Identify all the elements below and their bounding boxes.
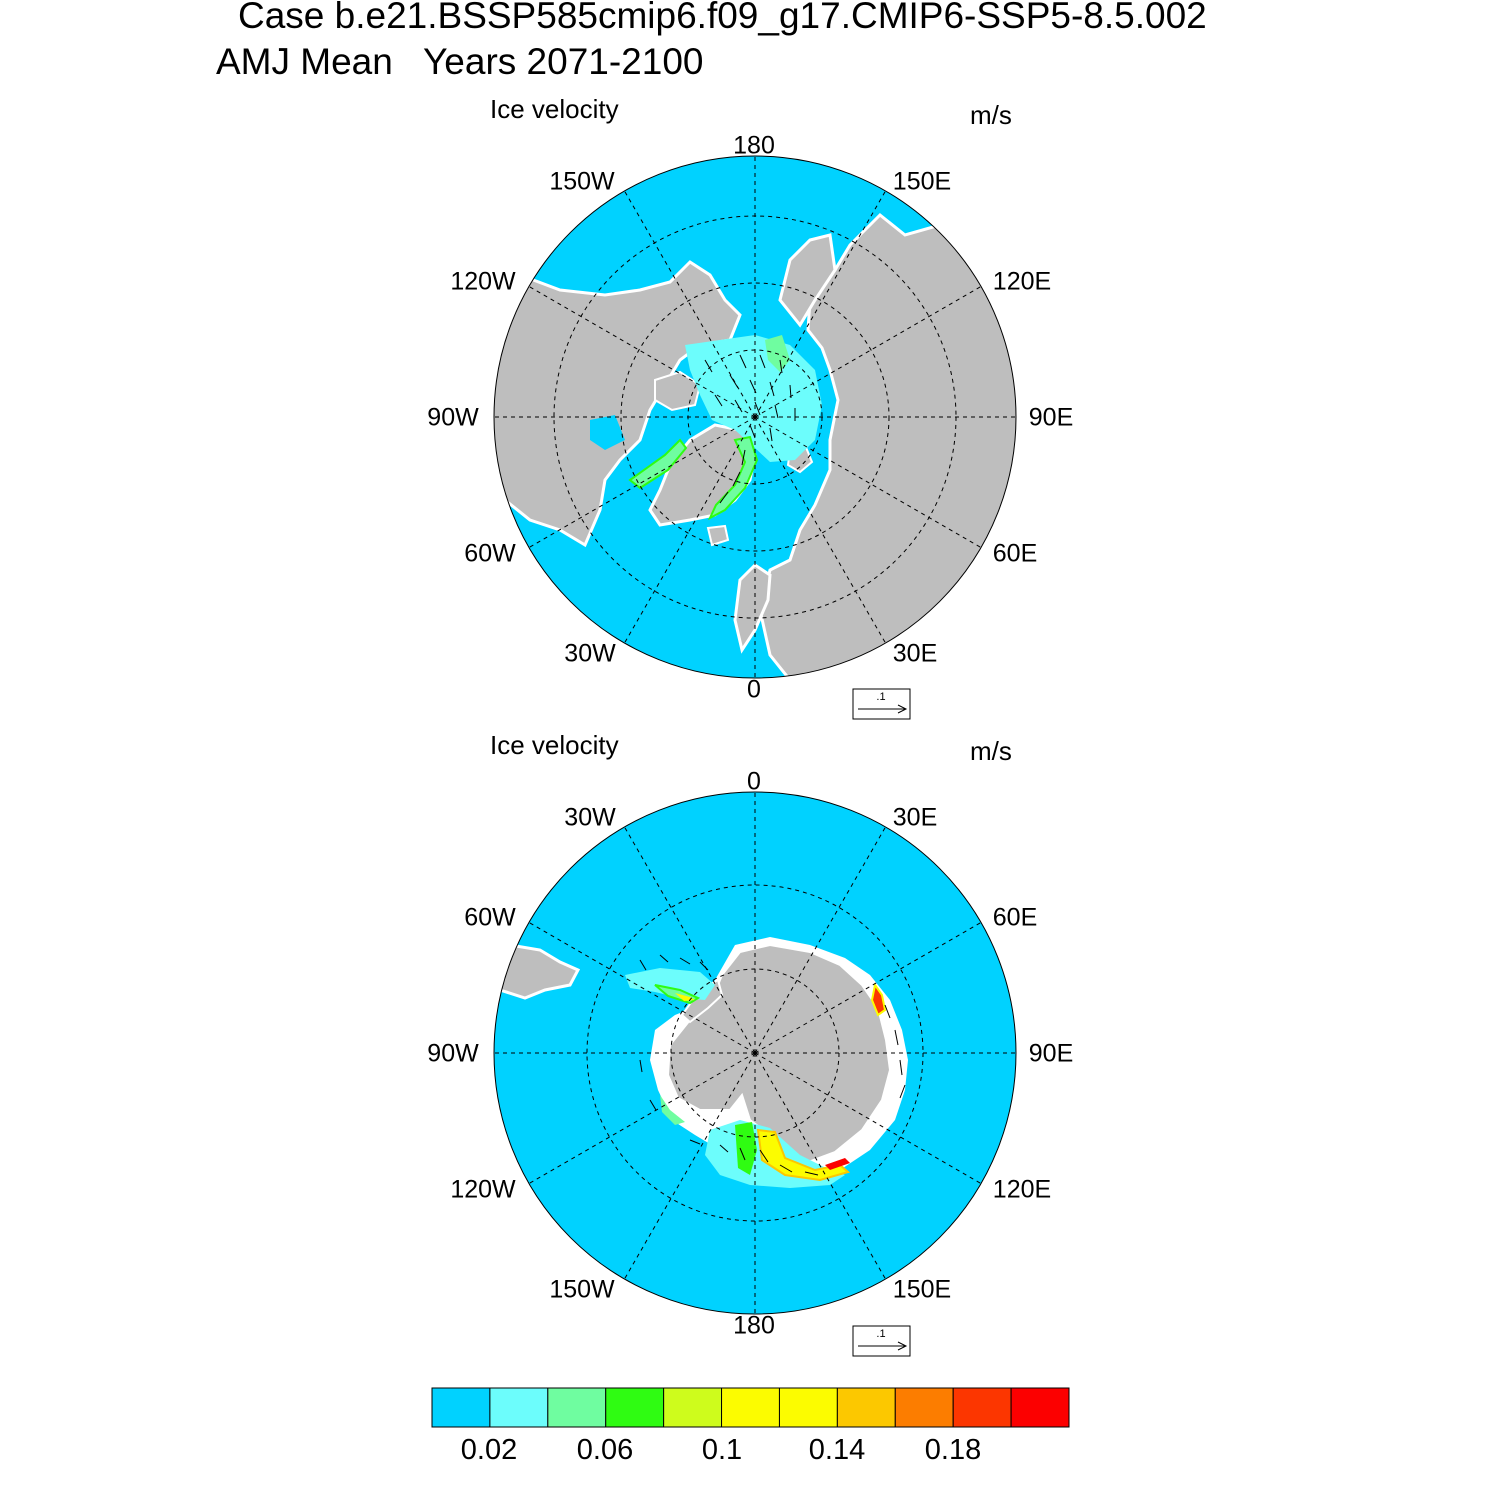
antarctic-lon-label-90w: 90W	[427, 1039, 479, 1068]
season-title: AMJ Mean Years 2071-2100	[216, 41, 704, 82]
colorbar-tick-label: 0.14	[808, 1434, 866, 1466]
antarctic-lon-label-90e: 90E	[1028, 1039, 1074, 1068]
colorbar-box	[431, 1387, 491, 1428]
colorbar-box	[489, 1387, 549, 1428]
antarctic-ref-vector-label: .1	[876, 1328, 886, 1340]
colorbar-box	[894, 1387, 954, 1428]
east-antarctic-ice-red	[870, 982, 887, 1017]
antarctic-map	[493, 791, 1017, 1357]
panel-1-variable-label: Ice velocity	[490, 94, 619, 124]
arctic-reference-vector	[852, 688, 911, 720]
arctic-sea-ice-velocity	[685, 335, 822, 462]
antarctic-lon-label-180: 180	[733, 1311, 775, 1340]
arctic-lon-label-150w: 150W	[549, 167, 615, 196]
colorbar	[431, 1387, 1070, 1428]
hudson-bay	[590, 415, 625, 450]
northeast-asia-land	[778, 233, 837, 328]
antarctic-reference-vector	[852, 1325, 911, 1357]
colorbar-tick-label: 0.06	[576, 1434, 634, 1466]
antarctic-lon-label-150e: 150E	[892, 1275, 952, 1304]
greenland-ice-stream-band	[707, 435, 759, 521]
arctic-lon-label-60e: 60E	[992, 539, 1038, 568]
antarctic-lon-label-60e: 60E	[992, 903, 1038, 932]
antarctic-peninsula	[680, 978, 724, 1024]
colorbar-box	[605, 1387, 665, 1428]
colorbar-box	[836, 1387, 896, 1428]
arctic-lon-label-90w: 90W	[427, 403, 479, 432]
colorbar-tick-label: 0.02	[460, 1434, 518, 1466]
baffin-ice-band	[628, 438, 688, 490]
iceland	[706, 524, 730, 547]
colorbar-box	[721, 1387, 780, 1428]
east-antarctic-ice-green	[660, 1095, 685, 1125]
colorbar-tick-label: 0.1	[701, 1434, 743, 1466]
canadian-archipelago	[654, 370, 702, 412]
arctic-lon-label-180: 180	[733, 131, 775, 160]
colorbar-box	[952, 1387, 1012, 1428]
antarctic-lon-label-30e: 30E	[892, 803, 938, 832]
ross-ice-yellow	[756, 1128, 851, 1182]
arctic-lon-label-150e: 150E	[892, 167, 952, 196]
arctic-ref-vector-label: .1	[876, 691, 886, 703]
arctic-lon-label-120w: 120W	[450, 267, 516, 296]
scandinavia	[733, 563, 772, 654]
weddell-fast-ice	[675, 993, 695, 1001]
colorbar-box	[778, 1387, 838, 1428]
arctic-lon-label-30e: 30E	[892, 639, 938, 668]
weddell-sea-ice	[625, 968, 715, 1000]
arctic-map	[493, 155, 1017, 720]
arctic-lon-label-0: 0	[747, 675, 761, 704]
antarctic-lon-label-30w: 30W	[564, 803, 616, 832]
colorbar-box	[663, 1387, 723, 1428]
antarctic-lon-label-150w: 150W	[549, 1275, 615, 1304]
arctic-lon-label-30w: 30W	[564, 639, 616, 668]
antarctic-lon-label-60w: 60W	[464, 903, 516, 932]
arctic-lon-label-60w: 60W	[464, 539, 516, 568]
panel-1-units-label: m/s	[970, 100, 1012, 130]
arctic-lon-label-120e: 120E	[992, 267, 1052, 296]
colorbar-box	[547, 1387, 607, 1428]
antarctic-lon-label-0: 0	[747, 767, 761, 796]
arctic-lon-label-90e: 90E	[1028, 403, 1074, 432]
antarctic-lon-label-120e: 120E	[992, 1175, 1052, 1204]
colorbar-tick-label: 0.18	[924, 1434, 982, 1466]
panel-2-variable-label: Ice velocity	[490, 730, 619, 760]
panel-2-units-label: m/s	[970, 736, 1012, 766]
colorbar-box	[1010, 1387, 1070, 1428]
case-title: Case b.e21.BSSP585cmip6.f09_g17.CMIP6-SS…	[238, 0, 1207, 36]
antarctic-lon-label-120w: 120W	[450, 1175, 516, 1204]
ross-ice-red	[825, 1158, 850, 1170]
